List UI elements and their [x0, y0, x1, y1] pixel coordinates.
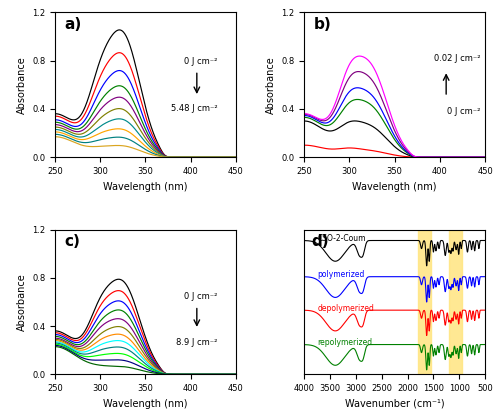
Bar: [449, 230, 462, 374]
Text: c): c): [64, 234, 80, 249]
Text: b): b): [314, 17, 331, 32]
Bar: [418, 230, 431, 374]
Text: 0 J cm⁻²: 0 J cm⁻²: [447, 106, 480, 116]
Text: depolymerized: depolymerized: [317, 304, 374, 312]
Text: 0.02 J cm⁻²: 0.02 J cm⁻²: [434, 54, 480, 63]
Text: 5.48 J cm⁻²: 5.48 J cm⁻²: [171, 104, 218, 113]
Y-axis label: Absorbance: Absorbance: [16, 273, 26, 331]
X-axis label: Wavelength (nm): Wavelength (nm): [103, 181, 188, 191]
Y-axis label: Absorbance: Absorbance: [16, 56, 26, 114]
Y-axis label: Absorbance: Absorbance: [266, 56, 276, 114]
Text: 0 J cm⁻²: 0 J cm⁻²: [184, 57, 218, 66]
Text: 8.9 J cm⁻²: 8.9 J cm⁻²: [176, 338, 218, 347]
Text: a): a): [64, 17, 82, 32]
Text: repolymerized: repolymerized: [317, 338, 372, 347]
Text: CSO-2-Coum: CSO-2-Coum: [317, 234, 366, 243]
X-axis label: Wavelength (nm): Wavelength (nm): [103, 399, 188, 409]
Text: 0 J cm⁻²: 0 J cm⁻²: [184, 292, 218, 301]
X-axis label: Wavenumber (cm⁻¹): Wavenumber (cm⁻¹): [345, 399, 444, 409]
Text: polymerized: polymerized: [317, 270, 364, 279]
Text: d): d): [312, 234, 329, 249]
X-axis label: Wavelength (nm): Wavelength (nm): [352, 181, 437, 191]
